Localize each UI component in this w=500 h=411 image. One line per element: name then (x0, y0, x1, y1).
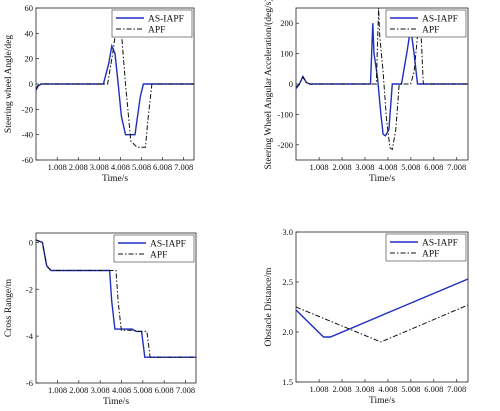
x-axis-label: Time/s (102, 174, 128, 184)
plot-frame (35, 232, 197, 384)
x-tick-label: 4.008 (378, 162, 397, 172)
series-line-as-iapf (296, 278, 468, 338)
x-tick-label: 6.008 (155, 385, 174, 395)
y-tick-label: 100 (280, 49, 293, 59)
legend-box (113, 234, 195, 263)
x-tick-label: 5.008 (133, 385, 152, 395)
y-tick-label: -20 (22, 104, 33, 114)
x-axis-label: Time/s (103, 397, 129, 407)
y-axis-label: Steering wheel Angle/deg (4, 35, 14, 133)
x-tick-label: 5.008 (132, 162, 151, 172)
y-tick-label: 40 (25, 28, 34, 38)
x-tick-label: 1.008 (310, 384, 329, 394)
y-tick-label: 2.5 (282, 277, 293, 287)
legend-entry: APF (422, 250, 439, 260)
x-tick-label: 1.008 (48, 162, 67, 172)
series-line-as-iapf (36, 43, 194, 136)
y-tick-label: 2.0 (282, 327, 293, 337)
x-tick-label: 2.008 (69, 162, 88, 172)
y-tick-label: 200 (280, 18, 293, 28)
legend-box (385, 233, 467, 262)
x-tick-label: 7.008 (174, 162, 193, 172)
x-tick-label: 5.008 (401, 162, 420, 172)
chart-panel-2: 1.008 2.008 3.008 4.008 5.008 6.008 7.008 -200 -… (263, 0, 469, 184)
chart-panel-1: 1.008 2.008 3.008 4.008 5.008 6.008 7.008 -60 -4… (4, 3, 195, 184)
y-tick-label: 20 (25, 54, 34, 64)
y-tick-label: 60 (25, 3, 34, 13)
x-tick-label: 6.008 (153, 162, 172, 172)
y-axis-label: Obstacle Distance/m (264, 267, 274, 346)
x-tick-label: 7.008 (447, 384, 466, 394)
legend-box (385, 9, 467, 38)
y-tick-label: -4 (26, 331, 34, 341)
x-tick-label: 4.008 (378, 384, 397, 394)
legend-entry: APF (150, 251, 167, 261)
y-tick-label: 0 (29, 237, 33, 247)
legend-entry: APF (148, 26, 165, 36)
x-axis-label: Time/s (369, 174, 395, 184)
x-tick-label: 7.008 (447, 162, 466, 172)
y-axis-label: Steering Wheel Angular Acceleration/(deg… (263, 0, 274, 170)
y-tick-label: 0 (29, 79, 33, 89)
x-axis-label: Time/s (369, 396, 395, 406)
legend-entry: AS-IAPF (422, 239, 458, 249)
x-tick-label: 3.008 (355, 162, 374, 172)
legend-entry: APF (422, 26, 439, 36)
legend-entry: AS-IAPF (422, 15, 458, 25)
y-tick-label: -40 (22, 130, 33, 140)
x-tick-label: 6.008 (424, 162, 443, 172)
y-tick-label: -6 (26, 378, 33, 388)
x-tick-label: 4.008 (112, 385, 131, 395)
x-tick-label: 3.008 (90, 162, 109, 172)
y-tick-label: 1.5 (282, 377, 293, 387)
x-tick-label: 4.008 (111, 162, 130, 172)
x-tick-label: 2.008 (332, 162, 351, 172)
y-tick-label: -100 (277, 109, 293, 119)
series-line-as-iapf (296, 23, 468, 137)
series-line-apf (36, 239, 196, 358)
x-tick-label: 3.008 (91, 385, 110, 395)
y-axis-label: Cross Range/m (4, 278, 14, 337)
legend-entry: AS-IAPF (148, 15, 184, 25)
x-tick-label: 3.008 (355, 384, 374, 394)
x-tick-label: 6.008 (424, 384, 443, 394)
x-tick-label: 7.008 (176, 385, 195, 395)
x-tick-label: 5.008 (401, 384, 420, 394)
chart-panel-3: 1.008 2.008 3.008 4.008 5.008 6.008 7.008 -6 -4 -… (4, 232, 197, 407)
series-line-apf (296, 8, 468, 151)
y-tick-label: 0 (289, 79, 293, 89)
x-tick-label: 1.008 (48, 385, 67, 395)
y-tick-label: 3.0 (282, 227, 293, 237)
y-tick-label: -60 (22, 155, 33, 165)
y-tick-label: -200 (277, 140, 293, 150)
series-line-apf (296, 304, 468, 343)
x-tick-label: 2.008 (332, 384, 351, 394)
legend-entry: AS-IAPF (150, 240, 186, 250)
legend-box (111, 9, 193, 38)
y-tick-label: -2 (26, 284, 33, 294)
x-tick-label: 2.008 (69, 385, 88, 395)
chart-panel-4: 1.008 2.008 3.008 4.008 5.008 6.008 7.008 1.5 2.… (264, 227, 469, 406)
x-tick-label: 1.008 (310, 162, 329, 172)
